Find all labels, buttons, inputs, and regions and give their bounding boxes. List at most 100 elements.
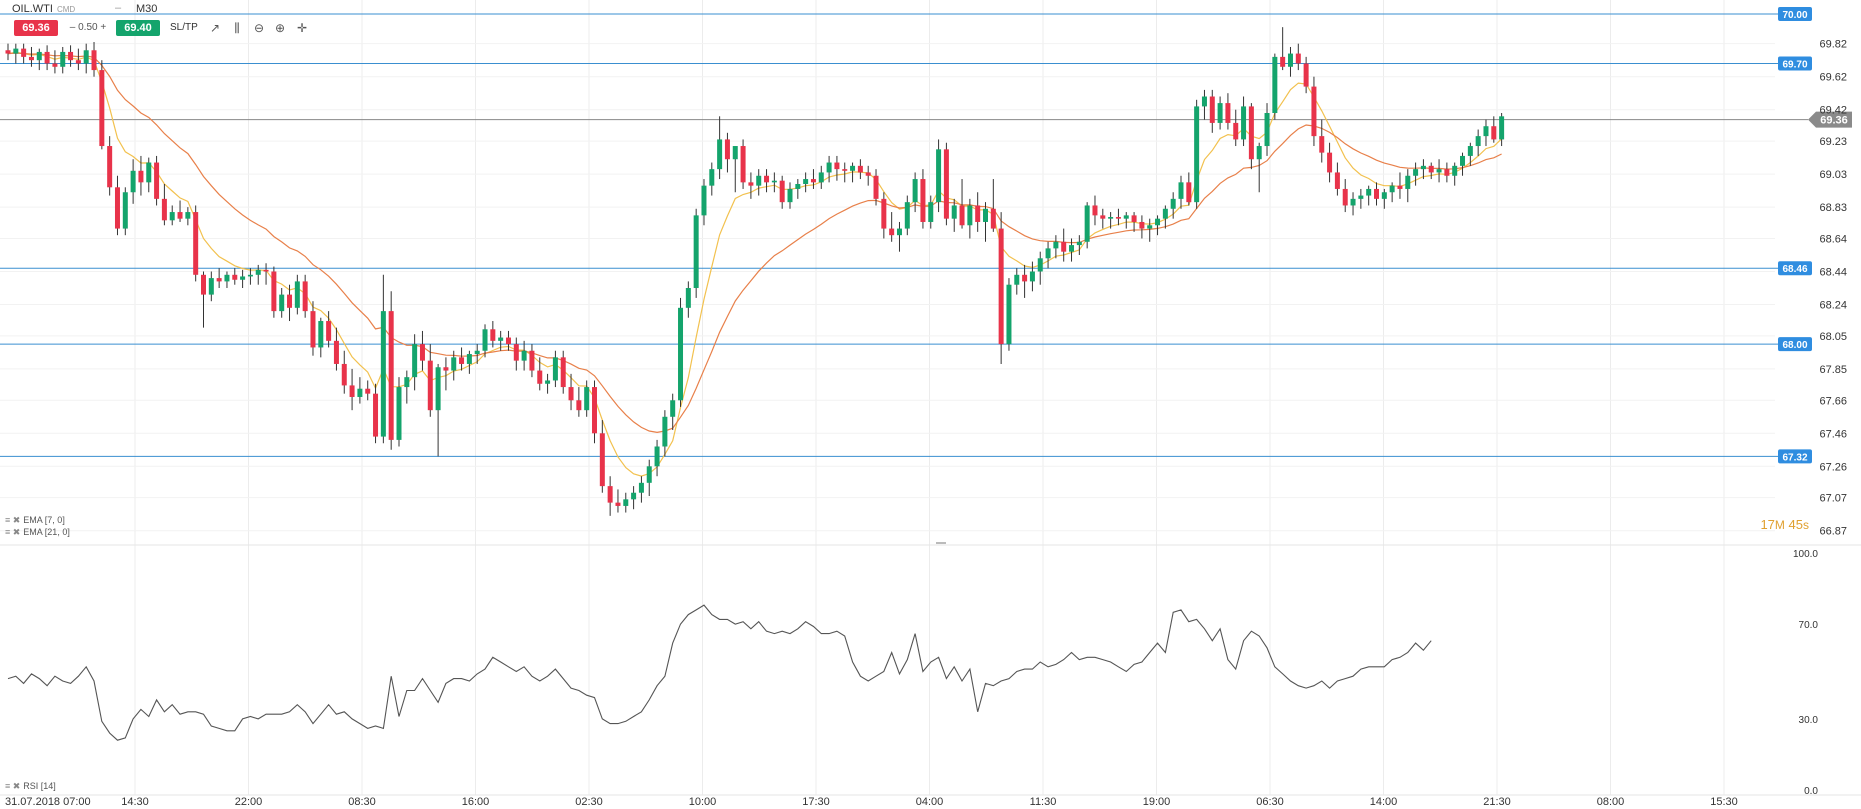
rsi-tick-label: 30.0 <box>1799 715 1819 726</box>
y-tick-label: 68.05 <box>1819 331 1847 343</box>
bear-candle <box>287 294 293 308</box>
bear-candle <box>505 337 511 345</box>
bear-candle <box>1491 126 1497 140</box>
bull-candle <box>404 377 410 388</box>
bear-candle <box>724 139 730 160</box>
x-tick-label: 19:00 <box>1143 796 1171 808</box>
bull-candle <box>1194 106 1200 203</box>
bull-candle <box>928 202 934 222</box>
candle-countdown: 17M 45s <box>1760 517 1809 532</box>
bull-candle <box>1123 215 1129 219</box>
ema21-legend[interactable]: ≡ ✖ EMA [21, 0] <box>5 527 70 538</box>
bear-candle <box>1327 152 1333 173</box>
bull-candle <box>122 192 128 229</box>
bull-candle <box>240 276 246 280</box>
bull-candle <box>185 212 191 219</box>
bull-candle <box>1264 113 1270 147</box>
crosshair-icon[interactable]: ✛ <box>296 21 308 35</box>
symbol-label[interactable]: OIL.WTI CMD <box>12 3 75 15</box>
bull-candle <box>951 205 957 219</box>
bear-candle <box>1303 63 1309 87</box>
zoom-out-icon[interactable]: ⊖ <box>253 21 265 35</box>
rsi-legend[interactable]: ≡ ✖ RSI [14] <box>5 781 56 792</box>
bull-candle <box>1053 241 1059 249</box>
timeframe-selector[interactable]: M30 <box>136 3 158 15</box>
bear-candle <box>1342 188 1348 206</box>
bull-candle <box>1272 56 1278 114</box>
bull-candle <box>771 180 777 183</box>
bear-candle <box>341 363 347 386</box>
rsi-tick-label: 70.0 <box>1799 620 1819 631</box>
y-tick-label: 68.83 <box>1819 202 1847 214</box>
bear-candle <box>1115 217 1121 219</box>
bear-candle <box>5 50 11 54</box>
sltp-button[interactable]: SL/TP <box>170 22 198 33</box>
menu-icon[interactable]: ≡ ✖ <box>5 527 21 537</box>
y-tick-label: 69.42 <box>1819 105 1847 117</box>
y-tick-label: 69.82 <box>1819 39 1847 51</box>
bear-candle <box>810 179 816 183</box>
bear-candle <box>1428 165 1434 173</box>
zoom-in-icon[interactable]: ⊕ <box>274 21 286 35</box>
bull-candle <box>1256 146 1262 160</box>
level-tag-label: 68.46 <box>1782 264 1807 275</box>
bear-candle <box>537 370 543 384</box>
rsi-panel <box>7 604 1432 741</box>
sell-price-button[interactable]: 69.36 <box>14 20 58 36</box>
bear-candle <box>28 56 34 61</box>
y-tick-label: 67.66 <box>1819 395 1847 407</box>
x-tick-label: 21:30 <box>1483 796 1511 808</box>
bull-candle <box>631 492 637 500</box>
bear-candle <box>1022 274 1028 282</box>
menu-icon[interactable]: ≡ ✖ <box>5 515 21 525</box>
bear-candle <box>161 198 167 221</box>
timeframe-separator: – <box>115 2 122 14</box>
level-tag-label: 69.70 <box>1782 59 1807 70</box>
bear-candle <box>881 198 887 229</box>
menu-icon[interactable]: ≡ ✖ <box>5 781 21 791</box>
ema7-legend[interactable]: ≡ ✖ EMA [7, 0] <box>5 515 65 526</box>
bear-candle <box>1295 53 1301 64</box>
bull-candle <box>545 380 551 384</box>
x-tick-label: 14:30 <box>121 796 149 808</box>
rsi-tick-label: 100.0 <box>1793 549 1818 560</box>
bull-candle <box>1287 53 1293 67</box>
bull-candle <box>584 387 590 411</box>
bull-candle <box>357 388 363 397</box>
level-tag-label: 70.00 <box>1782 10 1807 21</box>
candle-type-icon[interactable]: ⫼ <box>234 21 240 35</box>
bear-candle <box>857 165 863 173</box>
bear-candle <box>68 51 74 61</box>
bull-candle <box>912 179 918 203</box>
x-tick-label: 08:00 <box>1597 796 1625 808</box>
line-tool-icon[interactable]: ↗ <box>209 21 221 35</box>
bull-candle <box>1405 175 1411 189</box>
rsi-line <box>7 604 1432 741</box>
bull-candle <box>1045 248 1051 259</box>
bull-candle <box>498 337 504 341</box>
bull-candle <box>623 499 629 506</box>
bull-candle <box>756 175 762 186</box>
bear-candle <box>1319 136 1325 153</box>
bear-candle <box>975 205 981 222</box>
x-tick-label: 16:00 <box>462 796 490 808</box>
bull-candle <box>169 212 175 221</box>
buy-price-button[interactable]: 69.40 <box>116 20 160 36</box>
bull-candle <box>451 357 457 371</box>
bear-candle <box>1139 221 1145 229</box>
bear-candle <box>365 388 371 394</box>
volume-stepper[interactable]: – 0.50 + <box>69 22 107 33</box>
bear-candle <box>107 146 113 188</box>
bear-candle <box>459 357 465 364</box>
bear-candle <box>1397 185 1403 189</box>
bull-candle <box>435 367 441 411</box>
bear-candle <box>1209 96 1215 123</box>
bull-candle <box>662 416 668 447</box>
bull-candle <box>1084 205 1090 242</box>
y-tick-label: 68.24 <box>1819 300 1847 312</box>
bear-candle <box>599 433 605 487</box>
bear-candle <box>443 367 449 371</box>
bear-candle <box>998 228 1004 345</box>
ema21-line <box>7 52 1502 434</box>
